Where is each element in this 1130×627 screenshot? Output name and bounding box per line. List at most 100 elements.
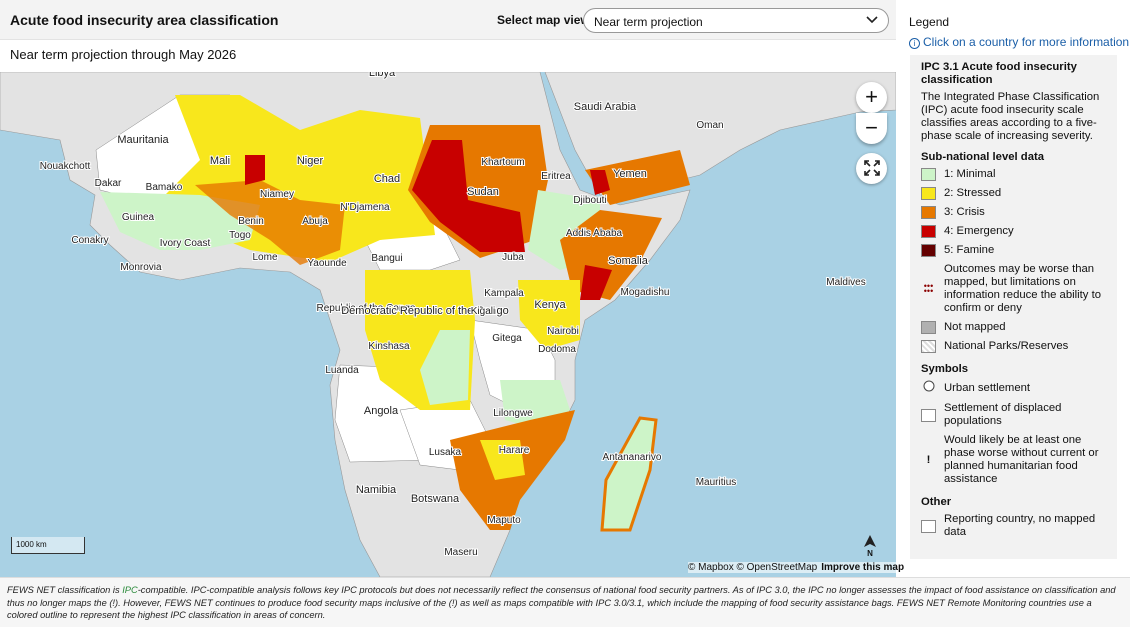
footer-text: -compatible. IPC-compatible analysis fol… <box>7 585 1116 620</box>
place-label: Luanda <box>325 365 359 376</box>
place-label: Maseru <box>444 547 477 558</box>
north-arrow: N <box>864 535 876 558</box>
place-label: Mali <box>210 155 230 167</box>
swatch <box>921 321 936 334</box>
place-label: Bamako <box>146 182 183 193</box>
legend-item: National Parks/Reserves <box>921 340 1106 353</box>
phase-area <box>518 280 580 350</box>
select-value: Near term projection <box>594 15 703 29</box>
place-label: Monrovia <box>120 262 162 273</box>
place-label: Oman <box>696 120 723 131</box>
legend-box: IPC 3.1 Acute food insecurity classifica… <box>910 55 1117 559</box>
select-label: Select map view <box>497 13 590 27</box>
section-heading: Other <box>921 496 952 508</box>
place-label: Maldives <box>826 277 865 288</box>
attribution: © Mapbox © OpenStreetMap Improve this map <box>688 562 905 573</box>
place-label: Somalia <box>608 255 649 267</box>
legend-heading: IPC 3.1 Acute food insecurity classifica… <box>921 61 1077 86</box>
place-label: Bangui <box>371 253 402 264</box>
attribution-text[interactable]: © Mapbox © OpenStreetMap <box>688 562 818 573</box>
place-label: Dakar <box>95 178 122 189</box>
swatch <box>921 244 936 257</box>
place-label: Benin <box>238 216 264 227</box>
swatch <box>921 168 936 181</box>
footer: FEWS NET classification is IPC-compatibl… <box>0 577 1130 627</box>
legend-label: National Parks/Reserves <box>944 340 1069 352</box>
legend-label: 2: Stressed <box>944 187 1002 199</box>
swatch <box>921 206 936 219</box>
place-label: Ivory Coast <box>160 238 211 249</box>
place-label: Mauritius <box>696 477 737 488</box>
legend-label: Outcomes may be worse than mapped, but l… <box>944 263 1101 314</box>
place-label: Djibouti <box>573 195 606 206</box>
north-icon <box>864 535 876 547</box>
legend-item: 5: Famine <box>921 244 1106 257</box>
place-label: Addis Ababa <box>566 228 623 239</box>
exclaim-icon: ! <box>926 453 931 466</box>
legend-label: Urban settlement <box>944 381 1031 394</box>
place-label: Yemen <box>613 168 647 180</box>
legend-label: 1: Minimal <box>944 168 996 180</box>
zoom-in[interactable]: + <box>856 82 887 113</box>
place-label: Juba <box>502 252 524 263</box>
swatch <box>921 519 936 533</box>
place-label: Libya <box>369 72 396 79</box>
circle-icon <box>921 380 936 396</box>
chevron <box>866 16 878 24</box>
legend-label: Reporting country, no mapped data <box>944 513 1096 538</box>
place-label: Kinshasa <box>368 341 410 352</box>
legend-item: Settlement of displaced populations <box>921 402 1106 428</box>
fullscreen-icon <box>863 160 880 176</box>
phase-area <box>412 140 525 252</box>
place-label: Maputo <box>487 515 521 526</box>
madagascar <box>600 416 658 532</box>
info-link[interactable]: i Click on a country for more information <box>909 35 1129 49</box>
phase-area <box>100 192 260 250</box>
improve-link[interactable]: Improve this map <box>821 562 905 573</box>
place-label: Gitega <box>492 333 522 344</box>
phase-area <box>480 440 525 480</box>
legend-panel: Legend i Click on a country for more info… <box>897 0 1130 577</box>
legend-item: 4: Emergency <box>921 225 1106 238</box>
legend-item: ! Would likely be at least one phase wors… <box>921 434 1106 486</box>
zoom-out[interactable]: − <box>856 113 887 144</box>
header: Acute food insecurity area classificatio… <box>0 0 896 40</box>
page-title: Acute food insecurity area classificatio… <box>10 12 279 28</box>
place-label: Namibia <box>356 484 397 496</box>
info-text: Click on a country for more information <box>923 35 1130 49</box>
place-label: Nairobi <box>547 326 579 337</box>
phase-area <box>420 330 470 405</box>
subtitle: Near term projection through May 2026 <box>10 47 237 62</box>
place-label: Lilongwe <box>493 408 533 419</box>
phase-area <box>580 265 612 300</box>
footer-text: FEWS NET classification is <box>7 585 123 595</box>
place-label: Khartoum <box>481 157 524 168</box>
legend-item: 1: Minimal <box>921 168 1106 181</box>
place-label: Botswana <box>411 493 460 505</box>
place-label: Saudi Arabia <box>574 101 637 113</box>
fullscreen-button[interactable] <box>856 153 887 184</box>
section-heading: Symbols <box>921 363 969 375</box>
legend-item: 2: Stressed <box>921 187 1106 200</box>
north-label: N <box>867 549 873 558</box>
phase-area <box>585 150 690 205</box>
place-label: N'Djamena <box>340 202 390 213</box>
phase-area <box>590 170 610 195</box>
place-label: Kenya <box>534 299 566 311</box>
place-label: Antananarivo <box>603 452 662 463</box>
ipc-link[interactable]: IPC <box>122 585 138 595</box>
place-label: Mogadishu <box>621 287 670 298</box>
map[interactable]: Libya Saudi Arabia Oman Mauritania Nouakchot… <box>0 72 896 577</box>
place-label: Niger <box>297 155 324 167</box>
section-heading: Sub-national level data <box>921 151 1045 163</box>
legend-title: Legend <box>909 15 950 29</box>
place-label: Lusaka <box>429 447 462 458</box>
map-view-select[interactable]: Near term projection <box>583 8 889 33</box>
legend-label: 5: Famine <box>944 244 995 256</box>
swatch <box>921 408 936 422</box>
legend-label: Not mapped <box>944 321 1006 333</box>
swatch <box>921 225 936 238</box>
phase-list: 1: Minimal 2: Stressed 3: Crisis 4: Emergen… <box>921 168 1106 257</box>
swatch <box>921 187 936 200</box>
